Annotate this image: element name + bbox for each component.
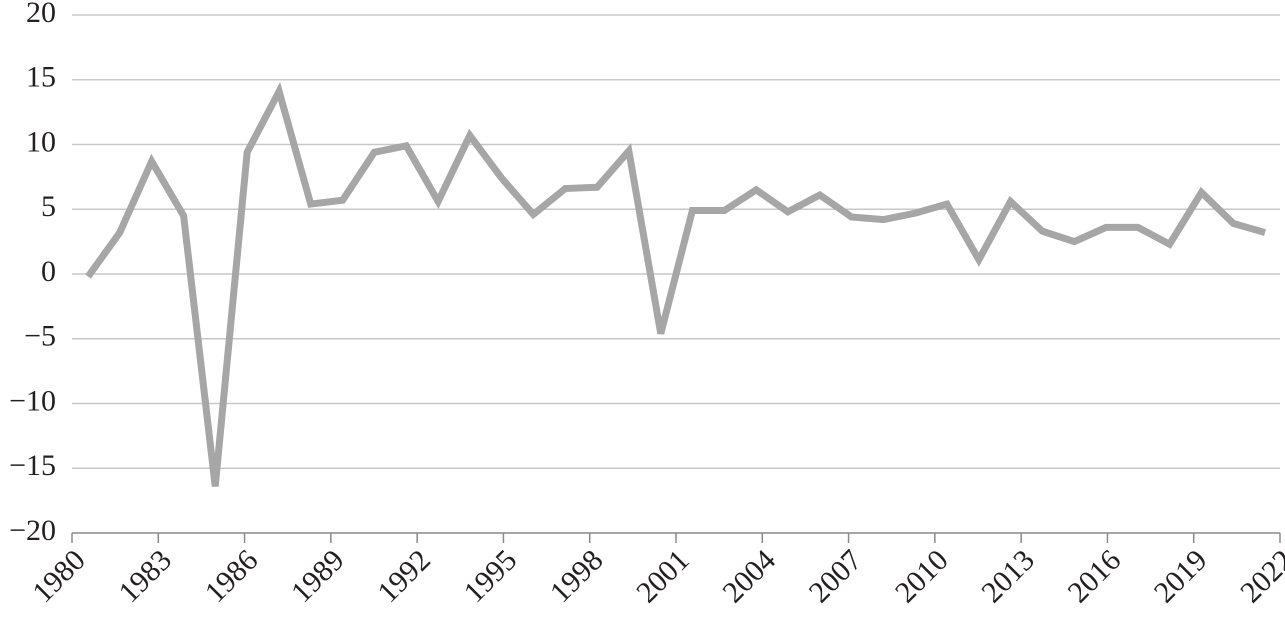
x-tick-label: 2022: [1234, 543, 1285, 609]
x-tick-label: 1983: [112, 543, 178, 609]
y-tick-label: 10: [26, 125, 56, 158]
x-tick-label: 2016: [1061, 543, 1127, 609]
x-tick-label: 1980: [26, 543, 92, 609]
y-tick-label: 0: [41, 255, 56, 288]
y-tick-label: −10: [9, 384, 56, 417]
x-tick-label: 1998: [544, 543, 610, 609]
y-tick-label: −5: [24, 320, 56, 353]
y-tick-label: 15: [26, 61, 56, 94]
y-tick-label: −15: [9, 449, 56, 482]
data-line: [85, 81, 1267, 487]
x-tick-label: 2004: [716, 543, 782, 609]
x-tick-label: 2010: [889, 543, 955, 609]
x-tick-label: 2019: [1148, 543, 1214, 609]
x-tick-label: 1986: [199, 543, 265, 609]
x-tick-label: 1992: [371, 543, 437, 609]
y-tick-label: −20: [9, 514, 56, 547]
x-tick-label: 2013: [975, 543, 1041, 609]
y-tick-label: 5: [41, 190, 56, 223]
x-tick-label: 2001: [630, 543, 696, 609]
x-tick-label: 1989: [285, 543, 351, 609]
y-tick-label: 20: [26, 0, 56, 29]
x-tick-label: 1995: [457, 543, 523, 609]
x-tick-label: 2007: [803, 543, 869, 609]
